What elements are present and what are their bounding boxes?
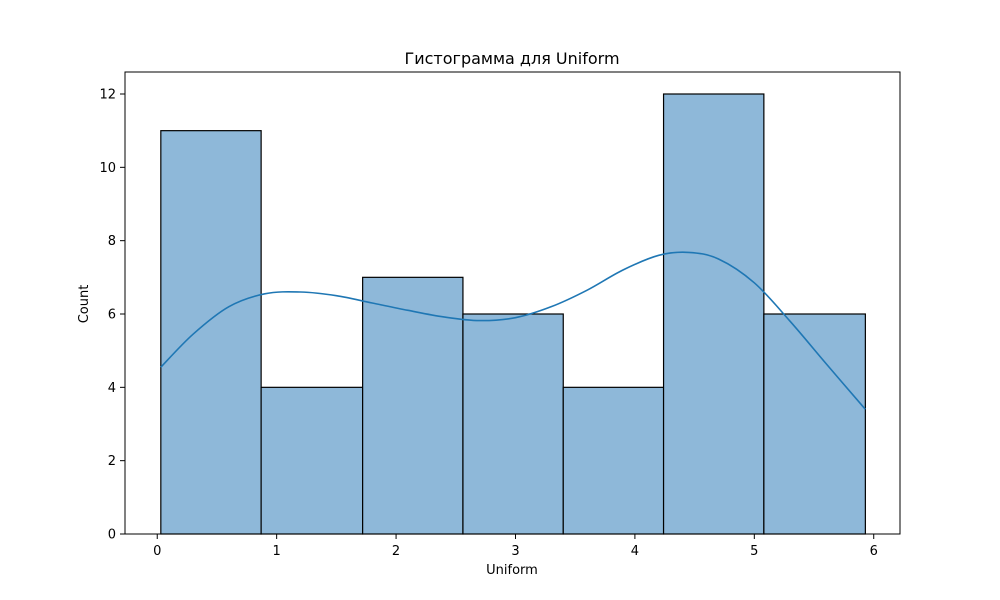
y-tick-label: 12 xyxy=(99,88,116,103)
y-tick-label: 0 xyxy=(108,528,116,543)
y-tick-label: 6 xyxy=(108,308,116,323)
y-axis-label: Count xyxy=(77,285,92,324)
histogram-bar xyxy=(160,130,262,535)
y-tick-label: 8 xyxy=(108,234,116,249)
x-tick-label: 3 xyxy=(511,544,519,559)
histogram-bar xyxy=(562,386,665,535)
y-tick-label: 2 xyxy=(108,454,116,469)
x-tick-label: 2 xyxy=(392,544,400,559)
x-tick-label: 1 xyxy=(273,544,281,559)
x-tick-label: 6 xyxy=(870,544,878,559)
axes-frame xyxy=(124,71,901,535)
histogram-bar xyxy=(362,276,464,535)
y-tick-label: 10 xyxy=(99,161,116,176)
histogram-bar xyxy=(662,93,765,535)
kde-curve xyxy=(160,251,866,410)
histogram-bar xyxy=(260,386,364,535)
x-axis-label: Uniform xyxy=(486,563,538,578)
x-tick-label: 0 xyxy=(153,544,161,559)
histogram-bar xyxy=(462,313,564,535)
x-tick-label: 4 xyxy=(631,544,639,559)
x-tick-label: 5 xyxy=(750,544,758,559)
histogram-bar xyxy=(763,313,866,535)
y-tick-label: 4 xyxy=(108,381,116,396)
chart-title: Гистограмма для Uniform xyxy=(404,49,619,68)
